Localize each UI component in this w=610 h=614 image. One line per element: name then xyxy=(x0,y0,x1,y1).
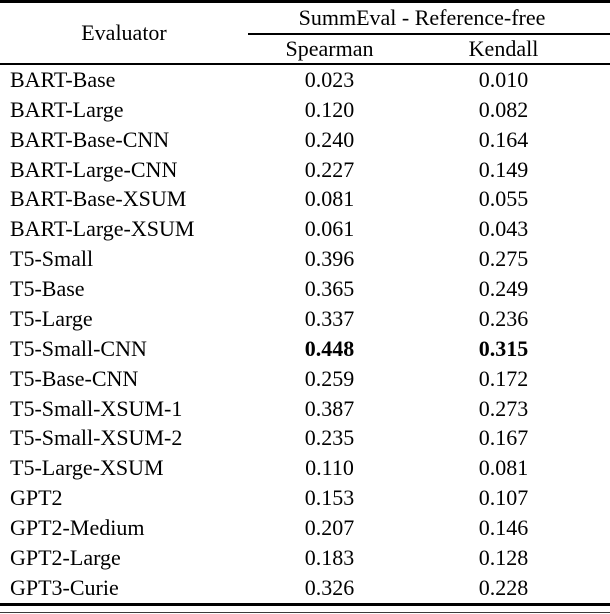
evaluator-name: T5-Base xyxy=(10,276,85,302)
column-header-spearman: Spearman xyxy=(248,34,411,65)
evaluator-name: T5-Small-XSUM-1 xyxy=(10,395,183,421)
kendall-value: 0.273 xyxy=(478,395,529,421)
table-row: T5-Small 0.396 0.275 xyxy=(0,244,610,274)
column-header-kendall: Kendall xyxy=(411,34,610,65)
evaluator-name: BART-Large xyxy=(10,96,124,122)
spearman-value: 0.326 xyxy=(248,572,411,606)
kendall-value: 0.275 xyxy=(478,246,529,272)
evaluator-name: T5-Base-CNN xyxy=(10,365,139,391)
table-row: BART-Base-XSUM 0.081 0.055 xyxy=(0,185,610,215)
kendall-value: 0.172 xyxy=(478,365,529,391)
spearman-value: 0.227 xyxy=(304,156,355,182)
kendall-value: 0.249 xyxy=(478,276,529,302)
table-row: T5-Base-CNN 0.259 0.172 xyxy=(0,364,610,394)
spearman-value: 0.061 xyxy=(304,216,355,242)
bottom-thin-rule xyxy=(0,611,610,614)
header-row-group: Evaluator SummEval - Reference-free xyxy=(0,1,610,65)
table-row: T5-Small-XSUM-1 0.387 0.273 xyxy=(0,394,610,424)
column-group-header: SummEval - Reference-free xyxy=(248,1,610,35)
evaluator-name: T5-Large-XSUM xyxy=(10,455,164,481)
spearman-value: 0.207 xyxy=(304,515,355,541)
evaluator-name: T5-Small-XSUM-2 xyxy=(10,425,183,451)
kendall-value: 0.081 xyxy=(478,455,529,481)
table-row: BART-Base-CNN 0.240 0.164 xyxy=(0,125,610,155)
table-row: GPT2 0.153 0.107 xyxy=(0,483,610,513)
spearman-value: 0.110 xyxy=(305,455,354,481)
spearman-value: 0.387 xyxy=(304,395,355,421)
evaluator-name: BART-Base-CNN xyxy=(10,126,170,152)
kendall-value: 0.149 xyxy=(478,156,529,182)
table-row: T5-Small-CNN 0.448 0.315 xyxy=(0,334,610,364)
table-row: T5-Base 0.365 0.249 xyxy=(0,274,610,304)
spearman-value: 0.023 xyxy=(304,66,355,92)
evaluator-name: T5-Large xyxy=(10,305,93,331)
header-row-sub: Spearman Kendall xyxy=(0,34,610,65)
kendall-value: 0.043 xyxy=(478,216,529,242)
table-row: BART-Large-XSUM 0.061 0.043 xyxy=(0,214,610,244)
evaluator-name: GPT2-Large xyxy=(10,544,121,570)
table-body: BART-Base 0.023 0.010 BART-Large 0.120 0.082… xyxy=(0,64,610,606)
kendall-value: 0.167 xyxy=(478,425,529,451)
spearman-value: 0.183 xyxy=(304,544,355,570)
evaluator-name: GPT2 xyxy=(10,485,63,511)
column-header-evaluator: Evaluator xyxy=(0,1,248,65)
table-row: BART-Base 0.023 0.010 xyxy=(0,64,610,95)
table-header: Evaluator SummEval - Reference-free Spea… xyxy=(0,1,610,65)
spearman-value: 0.337 xyxy=(304,305,355,331)
kendall-value: 0.228 xyxy=(411,572,610,606)
table-row: GPT2-Medium 0.207 0.146 xyxy=(0,513,610,543)
spearman-value: 0.081 xyxy=(304,186,355,212)
table-row: BART-Large-CNN 0.227 0.149 xyxy=(0,155,610,185)
table-row: T5-Large-XSUM 0.110 0.081 xyxy=(0,453,610,483)
evaluator-name: GPT3-Curie xyxy=(0,572,248,606)
kendall-value: 0.164 xyxy=(478,126,529,152)
evaluator-name: BART-Base xyxy=(10,66,116,92)
evaluator-name: GPT2-Medium xyxy=(10,515,145,541)
spearman-value: 0.448 xyxy=(304,335,355,361)
evaluator-name: T5-Small xyxy=(10,246,94,272)
table-row: GPT2-Large 0.183 0.128 xyxy=(0,543,610,573)
kendall-value: 0.107 xyxy=(478,485,529,511)
evaluator-name: BART-Large-XSUM xyxy=(10,216,195,242)
spearman-value: 0.365 xyxy=(304,276,355,302)
spearman-value: 0.240 xyxy=(304,126,355,152)
kendall-value: 0.055 xyxy=(478,186,529,212)
table-row: BART-Large 0.120 0.082 xyxy=(0,95,610,125)
kendall-value: 0.010 xyxy=(478,66,529,92)
spearman-value: 0.235 xyxy=(304,425,355,451)
evaluator-name: BART-Large-CNN xyxy=(10,156,178,182)
spearman-value: 0.259 xyxy=(304,365,355,391)
table-row: GPT3-Curie 0.326 0.228 xyxy=(0,572,610,606)
table-row: T5-Small-XSUM-2 0.235 0.167 xyxy=(0,424,610,454)
table-row: T5-Large 0.337 0.236 xyxy=(0,304,610,334)
spearman-value: 0.153 xyxy=(304,485,355,511)
spearman-value: 0.120 xyxy=(304,96,355,122)
kendall-value: 0.236 xyxy=(478,305,529,331)
kendall-value: 0.315 xyxy=(478,335,529,361)
evaluator-name: BART-Base-XSUM xyxy=(10,186,187,212)
kendall-value: 0.146 xyxy=(478,515,529,541)
evaluator-name: T5-Small-CNN xyxy=(10,335,147,361)
kendall-value: 0.082 xyxy=(478,96,529,122)
spearman-value: 0.396 xyxy=(304,246,355,272)
kendall-value: 0.128 xyxy=(478,544,529,570)
